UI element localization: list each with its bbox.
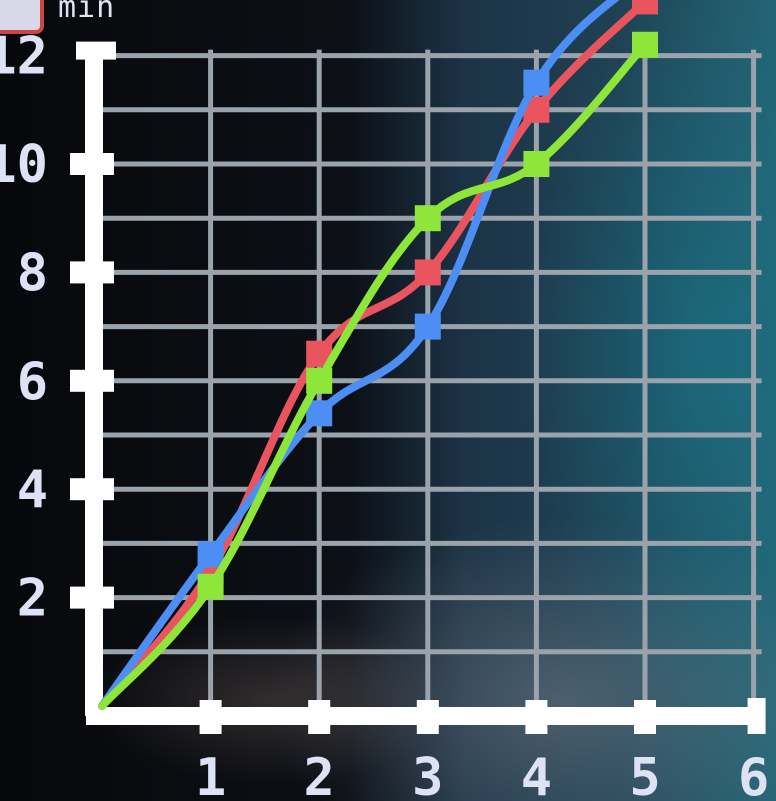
y-axis-cap [76, 41, 116, 60]
x-tick-label: 5 [629, 748, 660, 801]
x-tick-label: 1 [195, 748, 226, 801]
grid [102, 49, 762, 706]
series-line [98, 0, 620, 710]
y-tick-label: 12 [0, 27, 48, 87]
x-axis-tick [199, 700, 222, 734]
data-point [197, 573, 224, 600]
data-point [414, 259, 441, 286]
data-point [632, 0, 658, 15]
y-axis-tick [70, 586, 114, 609]
x-tick-label: 2 [304, 748, 335, 801]
x-tick-label: 6 [738, 748, 769, 801]
x-axis-tick [416, 700, 439, 734]
data-point [523, 69, 550, 96]
series-line [98, 0, 649, 710]
x-tick-label: 4 [521, 748, 552, 801]
header-caption: min [58, 0, 116, 25]
app-icon [0, 0, 44, 34]
y-tick-label: 4 [17, 460, 48, 520]
data-point [414, 205, 441, 232]
data-point [414, 313, 441, 340]
data-point [306, 367, 333, 394]
y-axis-tick [70, 261, 114, 284]
data-point [197, 541, 224, 568]
y-axis-tick [70, 153, 114, 175]
data-point [523, 151, 550, 177]
y-tick-label: 10 [0, 135, 48, 195]
series-3 [98, 31, 658, 710]
series-2 [98, 0, 620, 710]
x-axis-cap [747, 698, 766, 734]
axes [70, 41, 766, 734]
y-tick-label: 2 [17, 569, 48, 629]
y-tick-label: 8 [17, 243, 48, 303]
series-group [98, 0, 658, 710]
x-axis-tick [525, 700, 548, 734]
data-point [306, 400, 333, 427]
x-tick-label: 3 [412, 748, 443, 801]
y-axis-tick [70, 369, 114, 392]
y-tick-label: 6 [17, 352, 48, 412]
x-axis-tick [634, 700, 656, 734]
x-axis-tick [308, 700, 331, 734]
y-axis-tick [70, 478, 114, 501]
data-point [632, 31, 658, 58]
